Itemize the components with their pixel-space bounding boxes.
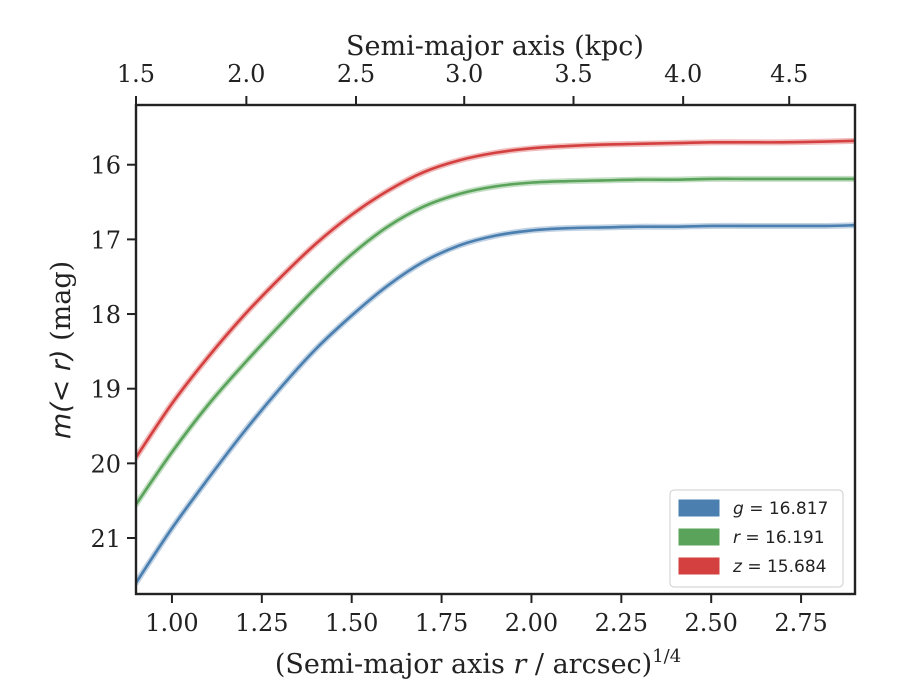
x-axis-title-prefix: (Semi-major axis: [275, 649, 514, 680]
x-tick-label: 2.00: [505, 609, 558, 637]
x-tick-label: 2.75: [774, 609, 827, 637]
legend-var-r: r: [733, 528, 741, 548]
legend-value-r: = 16.191: [740, 528, 825, 548]
plot-frame: [134, 103, 857, 596]
x-tick-label: 1.00: [145, 609, 198, 637]
legend-swatch-r: [678, 528, 720, 546]
y-axis-title: m(< r) (mag): [46, 261, 77, 439]
x-tick-label: 1.50: [325, 609, 378, 637]
top-axis-title: Semi-major axis (kpc): [346, 31, 644, 62]
legend-label-g: g = 16.817: [733, 499, 828, 519]
top-x-tick-label: 4.5: [770, 60, 808, 88]
x-tick-label: 2.50: [684, 609, 737, 637]
series-line-r: [136, 177, 855, 506]
x-tick-label: 1.25: [235, 609, 288, 637]
legend-label-z: z = 15.684: [732, 557, 826, 577]
y-tick-label: 16: [90, 152, 121, 180]
plot-content: [136, 137, 855, 586]
y-tick-label: 20: [90, 450, 121, 478]
y-tick-label: 21: [90, 525, 121, 553]
y-tick-label: 19: [90, 376, 121, 404]
legend-swatch-g: [678, 499, 720, 517]
y-tick-label: 18: [90, 301, 121, 329]
top-x-tick-label: 2.0: [227, 60, 265, 88]
legend-label-r: r = 16.191: [733, 528, 825, 548]
top-x-tick-label: 3.5: [554, 60, 592, 88]
y-axis-title-unit: (mag): [46, 261, 77, 350]
x-axis-title-suffix: / arcsec): [526, 649, 652, 680]
legend-value-z: = 15.684: [742, 557, 827, 577]
legend-var-g: g: [733, 499, 744, 519]
top-x-tick-label: 4.0: [664, 60, 702, 88]
series-line-z: [136, 139, 855, 459]
y-tick-label: 17: [90, 226, 121, 254]
y-axis-title-math: m(< r): [46, 349, 77, 439]
x-axis-title-var: r: [513, 649, 528, 680]
ticks-layer: 1.00 1.25 1.50 1.75 2.00 2.25 2.50 2.75 1.5 2.0 2.…: [90, 60, 827, 637]
series-line-g: [136, 223, 855, 585]
top-x-tick-label: 1.5: [117, 60, 155, 88]
top-x-tick-label: 2.5: [337, 60, 375, 88]
x-tick-label: 2.25: [595, 609, 648, 637]
x-axis-title: (Semi-major axis r / arcsec)1/4: [275, 646, 681, 680]
x-tick-label: 1.75: [415, 609, 468, 637]
legend-var-z: z: [732, 557, 743, 577]
legend-swatch-z: [678, 557, 720, 575]
top-x-tick-label: 3.0: [445, 60, 483, 88]
x-axis-title-exponent: 1/4: [652, 646, 681, 667]
legend-value-g: = 16.817: [744, 499, 829, 519]
